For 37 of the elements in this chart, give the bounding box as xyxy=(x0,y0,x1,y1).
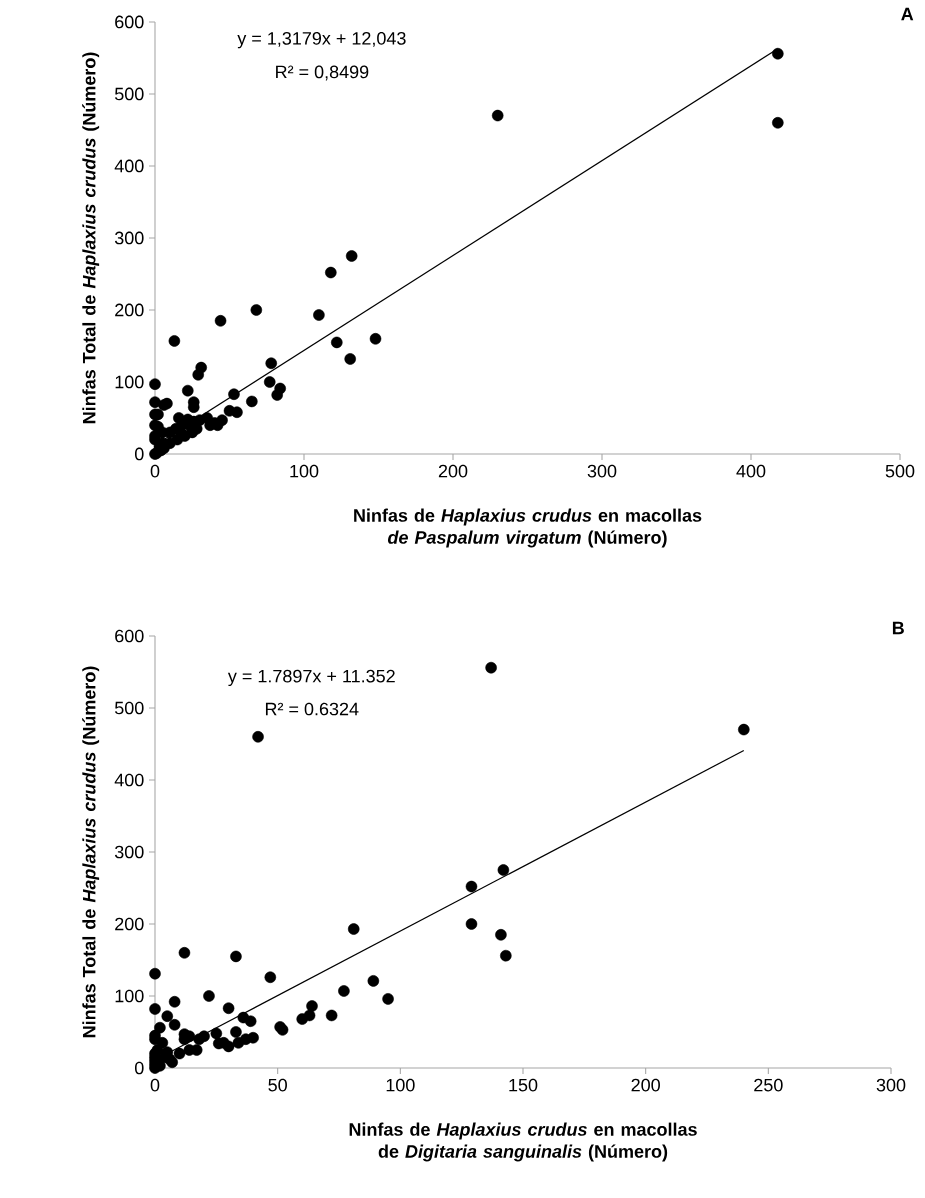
y-tick-label: 500 xyxy=(114,87,144,101)
x-axis-title: Ninfas de Haplaxius crudus en macollas de Paspalum virgatum (Número) xyxy=(354,508,702,548)
y-axis-title: Ninfas Total de Haplaxius crudus (Número) xyxy=(82,666,100,1038)
y-tick-label: 0 xyxy=(134,447,144,461)
y-tick-label: 200 xyxy=(115,917,144,931)
y-tick-label: 100 xyxy=(115,375,144,389)
x-tick-label: 0 xyxy=(150,1078,160,1092)
annotation: y = 1.7897x + 11.352 xyxy=(227,669,395,687)
y-axis-title: Ninfas Total de Haplaxius crudus (Número) xyxy=(82,52,100,424)
x-tick-label: 50 xyxy=(268,1078,287,1092)
y-tick-label: 600 xyxy=(115,629,144,643)
x-tick-label: 200 xyxy=(438,464,468,478)
x-tick-label: 300 xyxy=(876,1078,906,1092)
y-tick-label: 400 xyxy=(114,159,144,173)
text: Ninfas de Haplaxius crudus en macollas de Digitaria sanguinalis (Número) xyxy=(349,1122,697,1162)
y-tick-label: 0 xyxy=(134,1061,144,1075)
x-tick-label: 150 xyxy=(509,1078,538,1092)
x-tick-label: 100 xyxy=(290,464,319,478)
chart-title: B xyxy=(892,621,904,635)
x-tick-label: 300 xyxy=(587,464,617,478)
x-tick-label: 100 xyxy=(386,1078,415,1092)
x-tick-label: 0 xyxy=(150,464,160,478)
annotation: R² = 0.6324 xyxy=(265,702,359,716)
x-tick-label: 250 xyxy=(754,1078,783,1092)
y-tick-label: 200 xyxy=(115,303,144,317)
x-tick-label: 500 xyxy=(885,464,915,478)
y-tick-label: 500 xyxy=(114,701,144,715)
x-tick-label: 400 xyxy=(736,464,766,478)
annotation: R² = 0,8499 xyxy=(276,65,369,81)
annotation: y = 1,3179x + 12,043 xyxy=(237,31,406,49)
y-tick-label: 300 xyxy=(114,845,144,859)
x-tick-label: 200 xyxy=(631,1078,660,1092)
y-tick-label: 600 xyxy=(115,15,144,29)
y-tick-label: 300 xyxy=(114,231,144,245)
chart-title: A xyxy=(901,7,914,21)
y-tick-label: 400 xyxy=(114,773,144,787)
y-tick-label: 100 xyxy=(115,989,144,1003)
